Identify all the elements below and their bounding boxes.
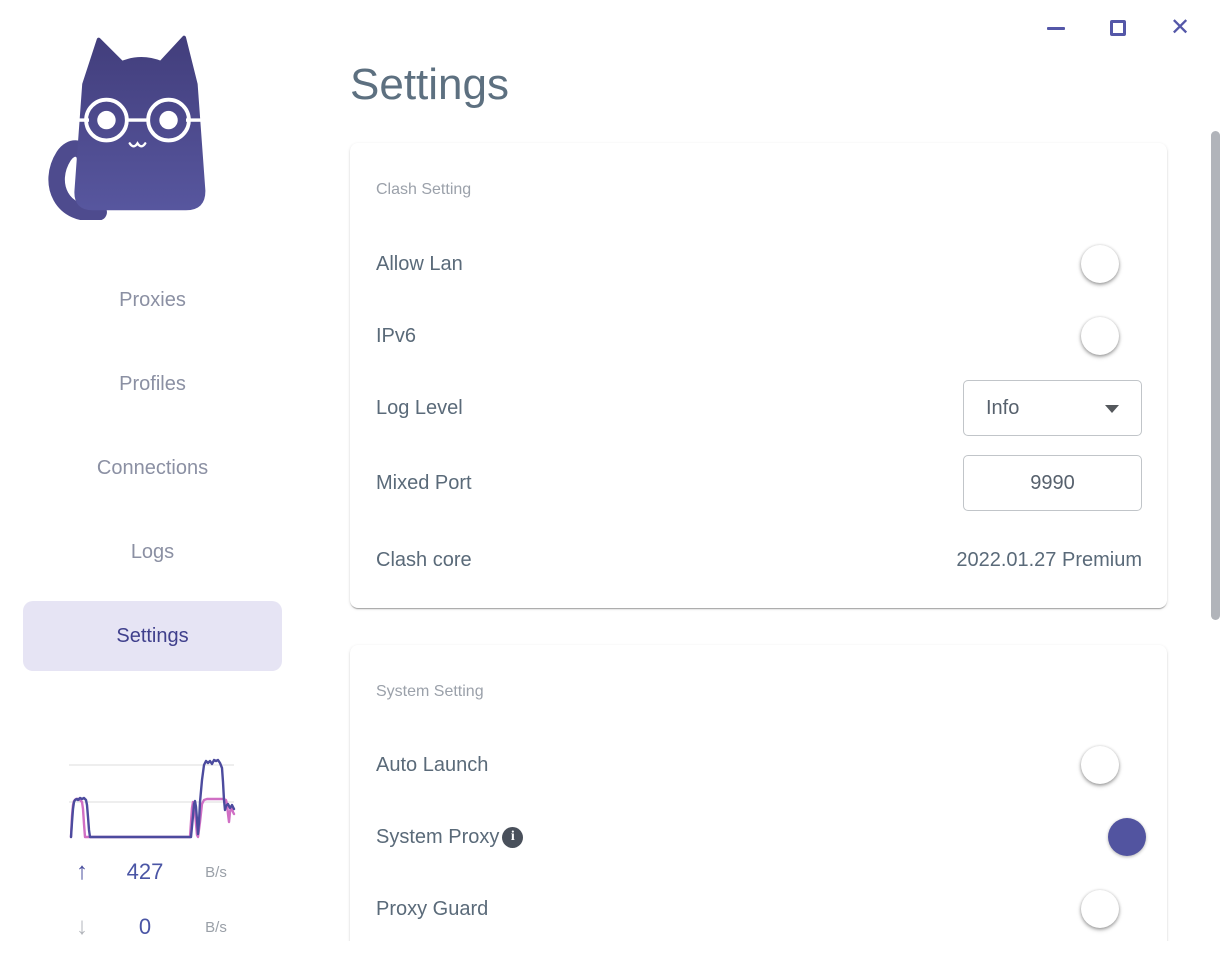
minimize-icon [1047, 26, 1065, 30]
log-level-select[interactable]: Info [963, 380, 1142, 436]
sidebar-item-settings[interactable]: Settings [23, 601, 282, 671]
clash-core-label: Clash core [376, 548, 472, 571]
cat-glasses-left [84, 97, 129, 143]
page-title: Settings [350, 60, 509, 109]
sidebar: Proxies Profiles Connections Logs Settin… [0, 0, 305, 956]
sidebar-item-connections[interactable]: Connections [96, 456, 209, 479]
maximize-icon [1110, 20, 1126, 36]
system-setting-card: System Setting Auto Launch System Proxy … [350, 645, 1167, 941]
allow-lan-row: Allow Lan [376, 236, 1142, 292]
maximize-button[interactable] [1104, 14, 1132, 42]
mixed-port-input[interactable] [963, 455, 1142, 511]
proxy-guard-row: Proxy Guard [376, 881, 1142, 937]
traffic-download-line [69, 797, 236, 839]
clash-setting-card: Clash Setting Allow Lan IPv6 Log Level I… [350, 143, 1167, 608]
traffic-upload-line [69, 758, 236, 839]
cat-mouth [128, 141, 147, 148]
sidebar-nav: Proxies Profiles Connections Logs Settin… [23, 265, 282, 685]
log-level-selected-value: Info [986, 396, 1020, 419]
log-level-row: Log Level Info [376, 380, 1142, 436]
upload-rate-value: 427 [126, 859, 164, 884]
ipv6-toggle[interactable] [1081, 317, 1142, 355]
system-proxy-label: System Proxy [376, 825, 500, 848]
download-rate-value: 0 [138, 914, 152, 939]
minimize-button[interactable] [1042, 14, 1070, 42]
cat-glasses-right [146, 97, 191, 143]
upload-rate-unit: B/s [205, 863, 227, 881]
clash-core-row: Clash core 2022.01.27 Premium [376, 532, 1142, 588]
section-label-clash-setting: Clash Setting [376, 181, 472, 198]
toggle-thumb [1081, 746, 1119, 784]
sidebar-item-proxies[interactable]: Proxies [119, 288, 186, 311]
auto-launch-toggle[interactable] [1081, 746, 1142, 784]
mixed-port-label: Mixed Port [376, 471, 472, 494]
auto-launch-row: Auto Launch [376, 737, 1142, 793]
sidebar-item-profiles[interactable]: Profiles [119, 372, 186, 395]
close-icon: ✕ [1169, 14, 1191, 41]
proxy-guard-toggle[interactable] [1081, 890, 1142, 928]
window-controls: ✕ [1042, 14, 1194, 42]
clash-core-version: 2022.01.27 Premium [956, 548, 1142, 571]
upload-rate-row: ↑ 427 B/s [60, 856, 260, 888]
download-rate-unit: B/s [205, 918, 227, 936]
proxy-guard-label: Proxy Guard [376, 897, 489, 920]
chevron-down-icon [1105, 405, 1119, 413]
toggle-thumb [1081, 245, 1119, 283]
close-button[interactable]: ✕ [1166, 14, 1194, 42]
toggle-thumb [1108, 818, 1146, 856]
cat-logo-svg [48, 35, 206, 222]
download-arrow-icon: ↓ [76, 913, 88, 940]
section-label-system-setting: System Setting [376, 683, 484, 700]
toggle-thumb [1081, 317, 1119, 355]
ipv6-label: IPv6 [376, 324, 417, 347]
info-icon[interactable]: i [502, 826, 524, 848]
scrollbar[interactable] [1211, 131, 1220, 620]
upload-arrow-icon: ↑ [76, 858, 88, 885]
system-proxy-toggle[interactable] [1085, 818, 1146, 856]
mixed-port-row: Mixed Port [376, 455, 1142, 511]
ipv6-row: IPv6 [376, 308, 1142, 364]
allow-lan-label: Allow Lan [376, 252, 463, 275]
clash-cat-logo [40, 26, 235, 225]
toggle-thumb [1081, 890, 1119, 928]
auto-launch-label: Auto Launch [376, 753, 489, 776]
sidebar-item-logs[interactable]: Logs [130, 540, 175, 563]
system-setting-card-clip: System Setting Auto Launch System Proxy … [340, 635, 1180, 941]
allow-lan-toggle[interactable] [1081, 245, 1142, 283]
download-rate-row: ↓ 0 B/s [60, 911, 260, 943]
traffic-graph [69, 752, 236, 845]
system-proxy-row: System Proxy i [376, 809, 1146, 865]
log-level-label: Log Level [376, 396, 463, 419]
cat-body [74, 35, 206, 211]
